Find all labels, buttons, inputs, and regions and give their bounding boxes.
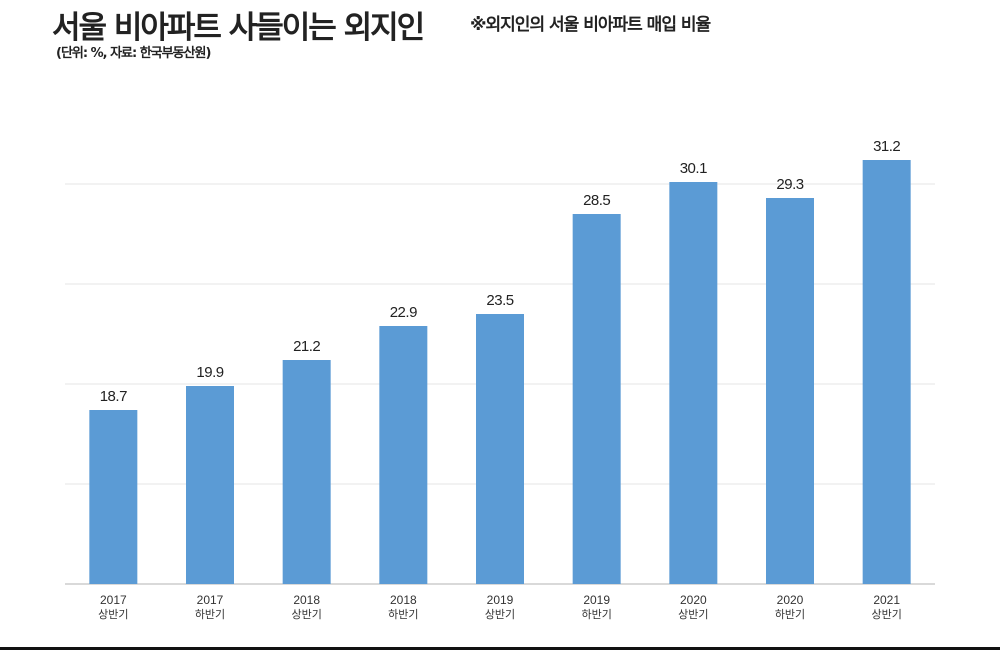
data-label: 21.2 — [293, 338, 320, 355]
bar — [186, 386, 234, 584]
bottom-divider — [0, 647, 1000, 650]
x-tick-label-year: 2019 — [487, 593, 514, 607]
x-tick-label-half: 상반기 — [871, 608, 901, 621]
data-label: 19.9 — [196, 364, 223, 381]
x-tick-label-year: 2021 — [873, 593, 900, 607]
x-tick-label-half: 하반기 — [775, 607, 805, 621]
bar — [572, 214, 621, 584]
x-tick-label-half: 상반기 — [291, 608, 321, 621]
data-label: 31.2 — [873, 138, 900, 155]
x-tick-label-year: 2019 — [583, 593, 610, 607]
data-label: 28.5 — [583, 192, 610, 209]
x-tick-label-year: 2020 — [777, 593, 804, 607]
x-tick-label-year: 2018 — [293, 593, 320, 607]
chart-subtitle: ※외지인의 서울 비아파트 매입 비율 — [470, 15, 711, 35]
x-tick-label-half: 상반기 — [485, 608, 515, 621]
x-tick-label-year: 2020 — [680, 593, 707, 607]
data-label: 23.5 — [486, 292, 513, 309]
unit-source-note: (단위: %, 자료: 한국부동산원) — [56, 46, 211, 61]
bar — [282, 360, 331, 584]
bar — [669, 182, 718, 584]
data-label: 18.7 — [100, 388, 127, 405]
bar — [89, 410, 138, 584]
x-tick-label-year: 2017 — [197, 593, 224, 607]
bar — [476, 314, 524, 584]
data-label: 22.9 — [390, 304, 417, 321]
bar — [766, 198, 814, 584]
x-tick-label-year: 2018 — [390, 593, 417, 607]
data-label: 30.1 — [680, 160, 707, 177]
bar — [862, 160, 911, 584]
x-tick-label-half: 상반기 — [678, 608, 708, 621]
x-tick-label-half: 하반기 — [581, 607, 611, 621]
x-tick-label-half: 하반기 — [388, 607, 418, 621]
bar — [379, 326, 428, 584]
x-tick-label-year: 2017 — [100, 593, 127, 607]
chart-title: 서울 비아파트 사들이는 외지인 — [52, 10, 425, 46]
x-tick-label-half: 상반기 — [98, 608, 128, 621]
data-label: 29.3 — [776, 176, 803, 193]
x-tick-label-half: 하반기 — [195, 607, 225, 621]
